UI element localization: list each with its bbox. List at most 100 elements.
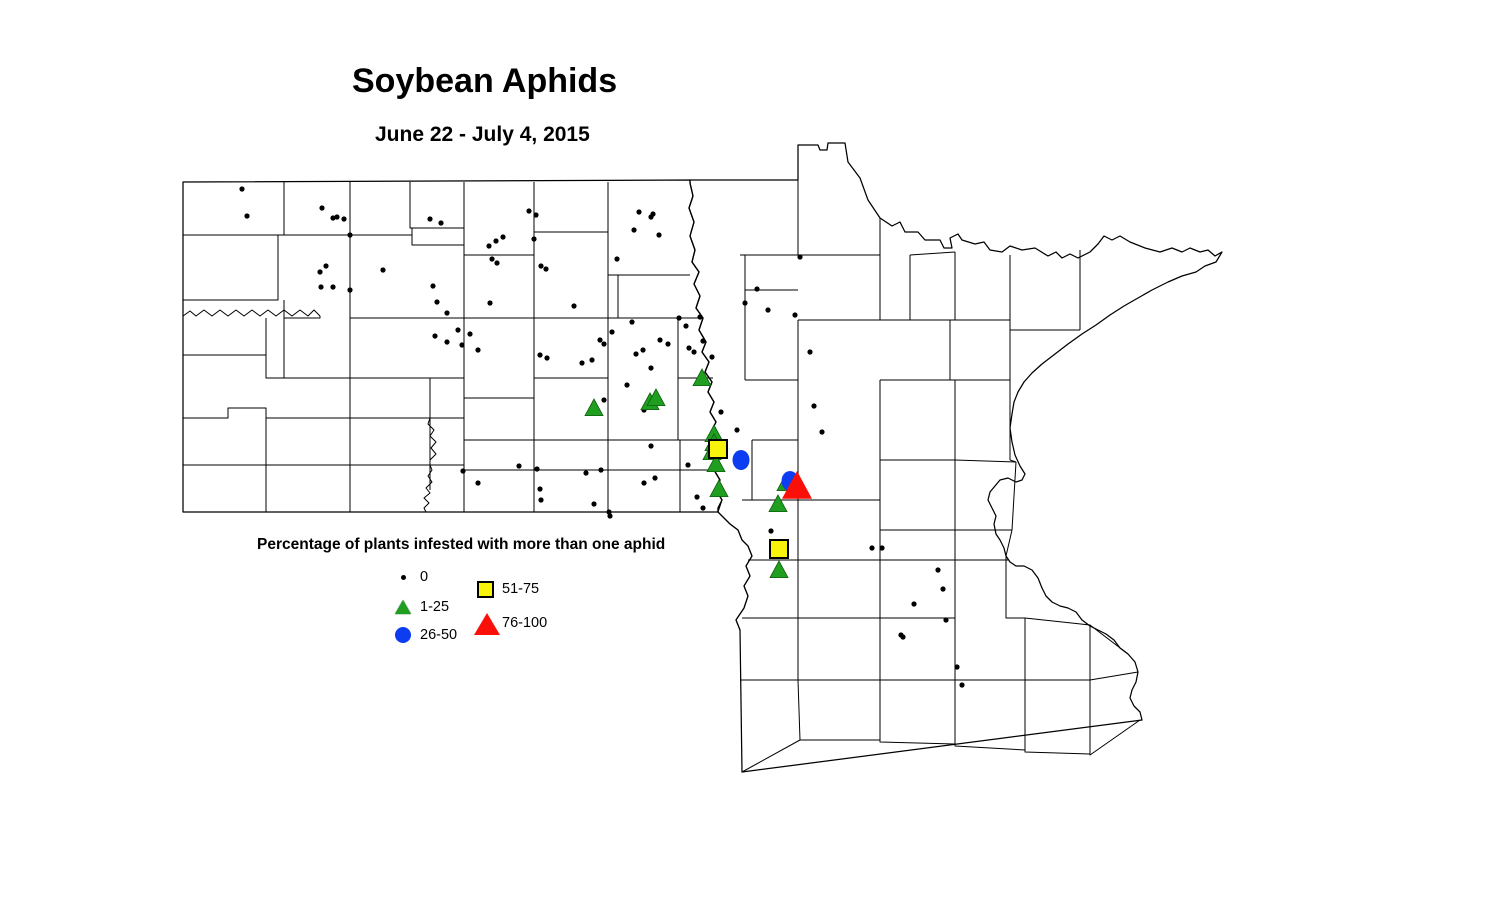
dot-black-icon [392,566,418,588]
map-point-0 [631,227,637,233]
map-point-1-25 [709,479,729,498]
map-point-0 [334,214,340,220]
map-point-0 [943,617,949,623]
map-point-0 [494,260,500,266]
map-point-0 [792,312,798,318]
map-point-0 [606,509,612,515]
map-point-1-25 [584,398,604,417]
map-point-0 [614,256,620,262]
map-point-0 [380,267,386,273]
map-point-0 [500,234,506,240]
map-point-0 [940,586,946,592]
legend-label-51-75: 51-75 [502,581,540,597]
map-point-0 [526,208,532,214]
legend-label-1-25: 1-25 [420,599,450,615]
map-point-0 [486,243,492,249]
map-point-0 [427,216,433,222]
map-point-0 [601,341,607,347]
map-point-0 [900,634,906,640]
map-point-0 [648,443,654,449]
map-point-0 [571,303,577,309]
map-point-0 [598,467,604,473]
map-point-0 [467,331,473,337]
map-point-0 [589,357,595,363]
map-point-0 [591,501,597,507]
legend-item-51-75[interactable]: 51-75 [474,578,539,600]
map-point-0 [709,354,715,360]
map-point-0 [648,365,654,371]
map-point-0 [475,347,481,353]
map-point-0 [239,186,245,192]
map-point-0 [543,266,549,272]
legend-item-76-100[interactable]: 76-100 [474,612,548,635]
map-point-0 [323,263,329,269]
map-point-0 [879,545,885,551]
map-point-0 [959,682,965,688]
legend-item-1-25[interactable]: 1-25 [392,596,449,618]
map-point-0 [636,209,642,215]
map-point-51-75 [708,439,728,459]
map-point-0 [633,351,639,357]
map-point-0 [700,505,706,511]
map-point-0 [430,283,436,289]
map-point-0 [489,256,495,262]
map-point-0 [434,299,440,305]
map-point-0 [694,494,700,500]
map-point-0 [665,341,671,347]
map-point-0 [742,300,748,306]
map-point-0 [531,236,537,242]
page-subtitle: June 22 - July 4, 2015 [375,123,590,146]
legend-label-76-100: 76-100 [502,615,548,631]
map-point-0 [330,215,336,221]
map-point-0 [493,238,499,244]
map-point-0 [819,429,825,435]
map-point-0 [640,347,646,353]
map-point-0 [487,300,493,306]
map-point-0 [609,329,615,335]
map-point-0 [807,349,813,355]
legend-title: Percentage of plants infested with more … [257,536,666,553]
square-yellow-icon [474,578,500,600]
map-point-0 [455,327,461,333]
legend-item-0[interactable]: 0 [392,566,428,588]
data-point-layer [239,186,965,688]
map-point-0 [537,486,543,492]
map-point-0 [650,211,656,217]
map-point-0 [691,349,697,355]
map-point-0 [475,480,481,486]
map-point-0 [768,528,774,534]
map-point-0 [459,342,465,348]
map-point-0 [700,338,706,344]
map-point-0 [579,360,585,366]
legend-label-0: 0 [420,569,429,585]
legend-item-26-50[interactable]: 26-50 [392,624,457,646]
map-point-0 [347,287,353,293]
legend-label-26-50: 26-50 [420,627,458,643]
state-outlines [182,142,1223,773]
map-point-26-50 [732,450,750,470]
map-point-0 [754,286,760,292]
map-point-0 [534,466,540,472]
map-point-0 [686,345,692,351]
page-title: Soybean Aphids [352,62,618,100]
map-point-0 [685,462,691,468]
map-point-0 [444,339,450,345]
map-point-0 [641,480,647,486]
map-point-0 [629,319,635,325]
map-point-1-25 [646,388,666,407]
map-point-1-25 [769,560,789,579]
map-point-0 [676,315,682,321]
map-point-0 [657,337,663,343]
map-point-0 [438,220,444,226]
map-point-1-25 [768,494,788,513]
map-point-0 [683,323,689,329]
map-point-0 [624,382,630,388]
map-point-0 [432,333,438,339]
triangle-red-icon [474,612,500,635]
map-point-0 [869,545,875,551]
map-point-0 [460,468,466,474]
map-point-0 [811,403,817,409]
map-point-0 [607,513,613,519]
